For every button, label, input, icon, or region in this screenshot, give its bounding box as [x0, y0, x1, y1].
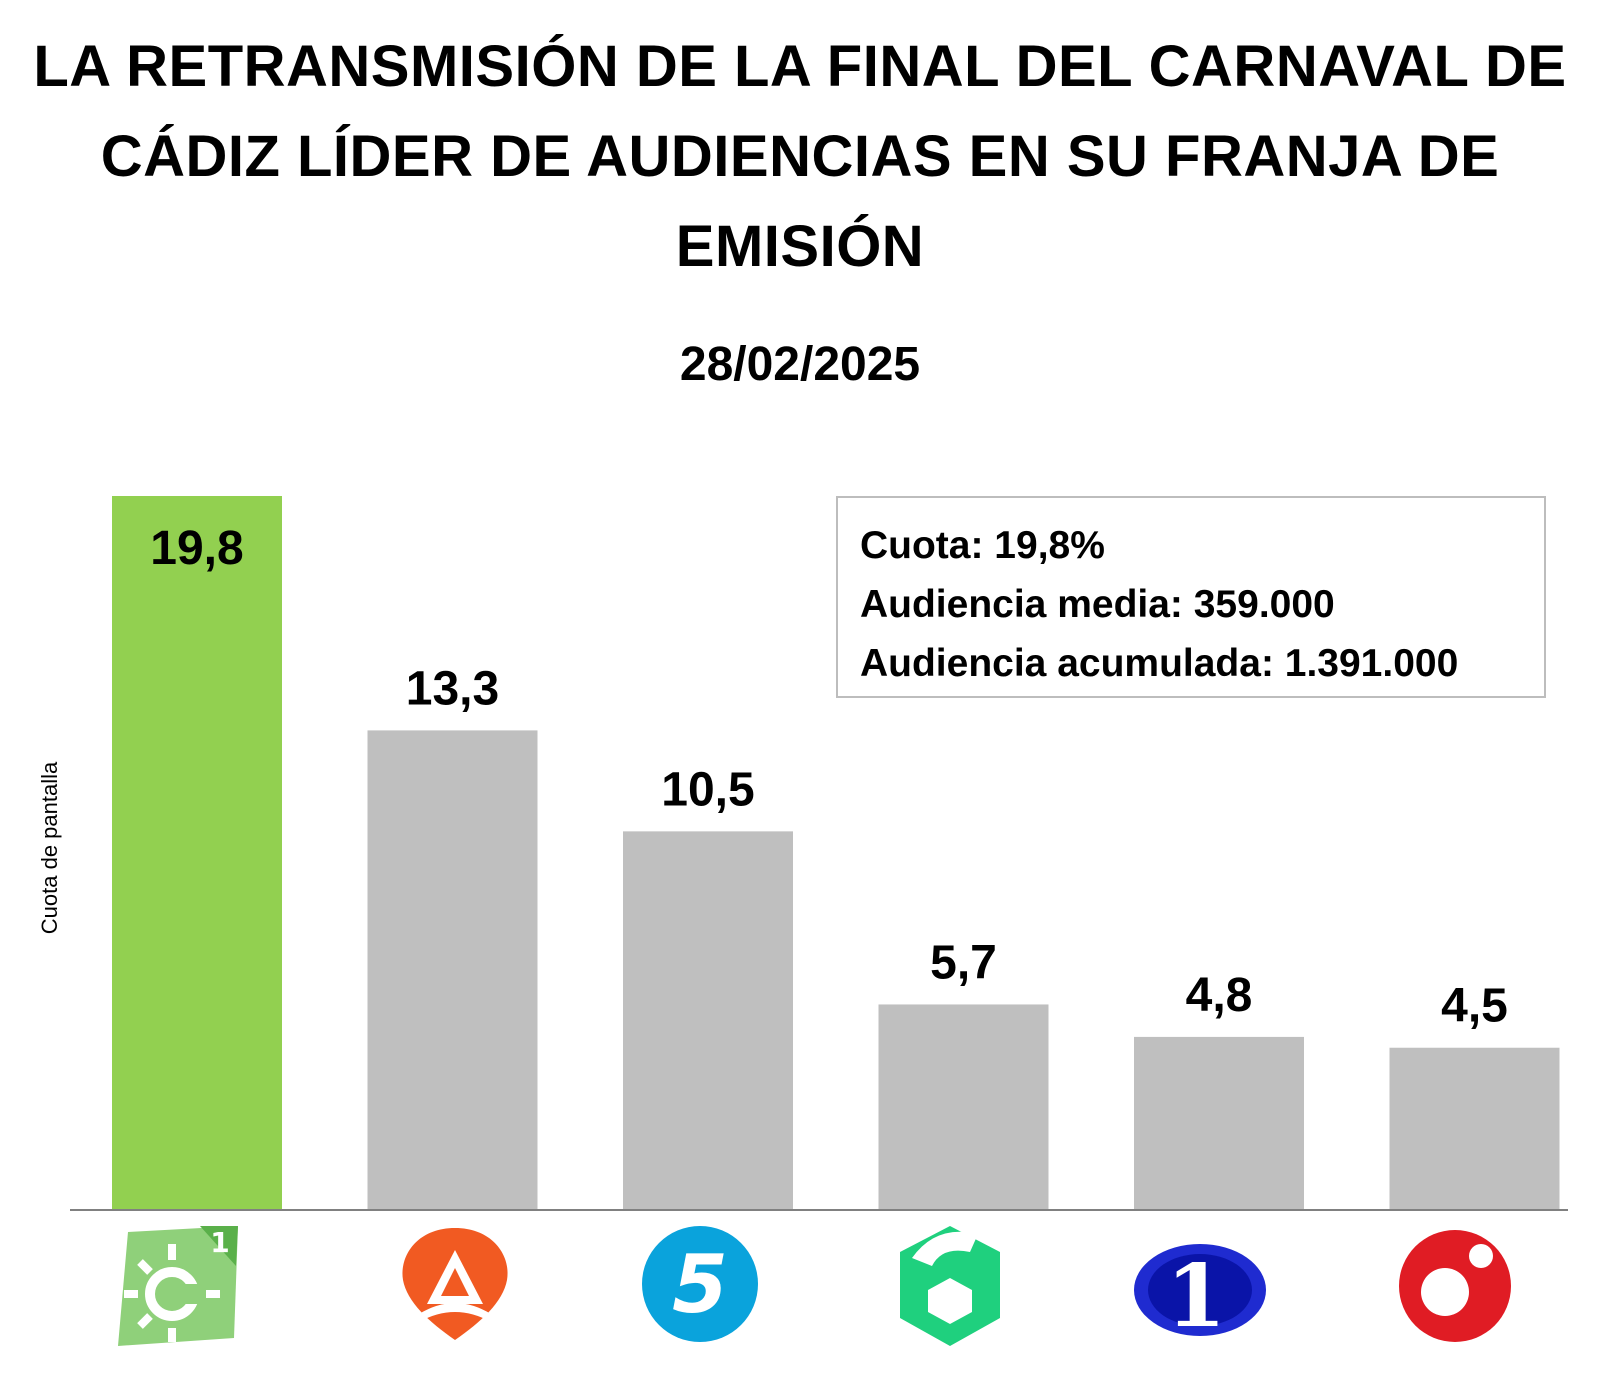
bar-4	[1134, 1036, 1304, 1210]
la-1-glyph: 1	[1166, 1246, 1226, 1347]
chart-title: LA RETRANSMISIÓN DE LA FINAL DEL CARNAVA…	[33, 34, 1567, 279]
telecinco-icon: 5	[642, 1226, 758, 1342]
bar-3	[878, 1004, 1049, 1210]
bar-5	[1389, 1047, 1560, 1210]
data-label-3: 5,7	[930, 936, 997, 989]
data-label-2: 10,5	[661, 763, 754, 816]
bar-1	[367, 730, 538, 1210]
bars-layer: 19,8 13,3 10,5 5,7 4,8 4,5	[112, 496, 1560, 1210]
bar-0	[112, 496, 282, 1210]
data-label-0: 19,8	[150, 522, 243, 575]
la-sexta-icon	[900, 1226, 1000, 1346]
antena-3-icon	[402, 1228, 508, 1340]
data-label-1: 13,3	[406, 662, 499, 715]
info-audiencia-acumulada: Audiencia acumulada: 1.391.000	[860, 642, 1459, 685]
canal-sur-glyph: 1	[210, 1226, 229, 1259]
info-box: Cuota: 19,8% Audiencia media: 359.000 Au…	[836, 496, 1546, 698]
cuatro-icon	[1399, 1230, 1511, 1342]
telecinco-glyph: 5	[672, 1238, 728, 1331]
la-1-icon: 1	[1134, 1244, 1266, 1347]
bar-2	[623, 831, 793, 1210]
canal-sur-1-icon: 1	[118, 1226, 238, 1346]
chart-subtitle: 28/02/2025	[679, 338, 921, 391]
data-label-4: 4,8	[1186, 969, 1253, 1022]
info-audiencia-media: Audiencia media: 359.000	[860, 583, 1335, 626]
data-label-5: 4,5	[1441, 980, 1508, 1033]
info-cuota: Cuota: 19,8%	[860, 524, 1105, 567]
